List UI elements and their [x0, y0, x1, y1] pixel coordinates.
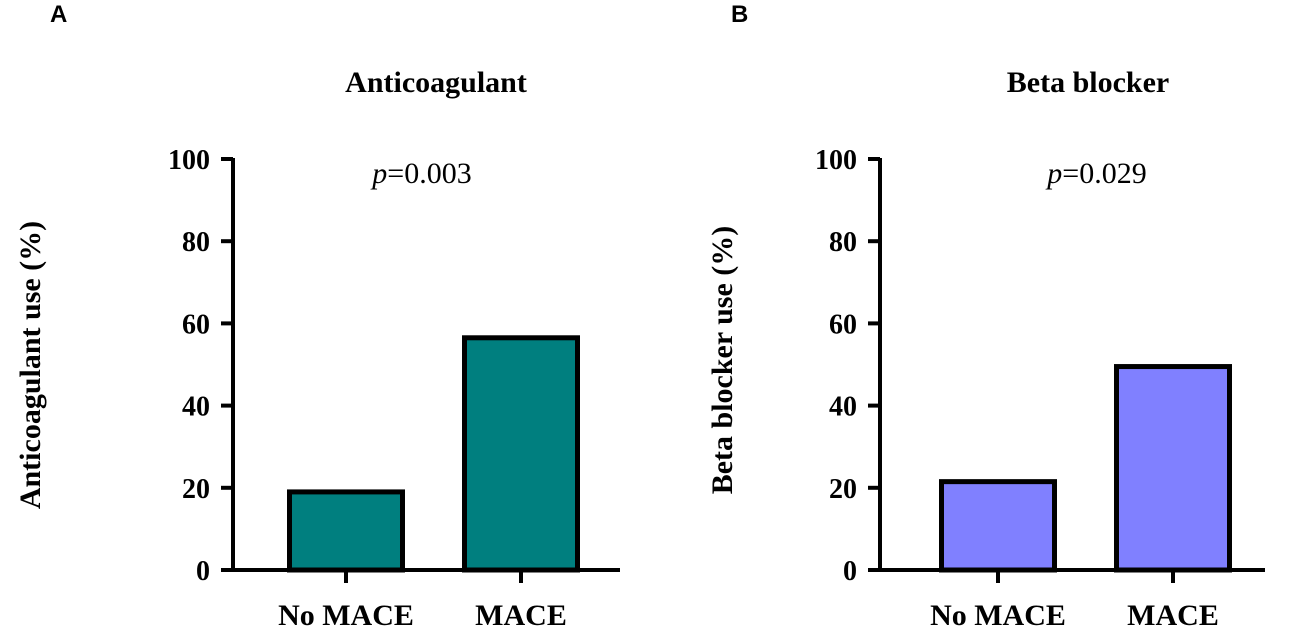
panel-b-y-tick-label: 20	[829, 474, 857, 505]
panel-a-y-tick-label: 20	[182, 474, 210, 505]
panel-b-pvalue-prefix: p	[1045, 157, 1062, 190]
panel-a-y-tick-label: 40	[182, 392, 210, 423]
panel-a-y-tick-label: 80	[182, 227, 210, 258]
panel-b-x-tick-label: No MACE	[930, 599, 1066, 632]
panel-b-y-tick-label: 0	[843, 556, 857, 587]
panel-b-y-tick-label: 40	[829, 392, 857, 423]
panel-b: B Beta blocker Beta blocker use (%) p=0.…	[706, 1, 1265, 632]
panel-a-y-tick-label: 60	[182, 309, 210, 340]
panel-b-y-tick-label: 100	[815, 145, 857, 176]
panel-b-bar-2	[1114, 364, 1232, 573]
panel-a-title: Anticoagulant	[345, 66, 527, 99]
panel-a-pvalue: p=0.003	[370, 157, 471, 190]
panel-a-plot: 0 20 40 60 80 100 No MACE MACE	[168, 145, 620, 632]
panel-b-title: Beta blocker	[1007, 66, 1169, 99]
panel-b-letter: B	[731, 1, 748, 28]
panel-b-y-tick-label: 80	[829, 227, 857, 258]
panel-b-plot: 0 20 40 60 80 100 No MACE MACE	[815, 145, 1265, 632]
panel-b-pvalue-text: =0.029	[1062, 157, 1146, 190]
panel-b-y-tick-label: 60	[829, 309, 857, 340]
panel-b-x-tick-label: MACE	[1127, 599, 1219, 632]
panel-a-pvalue-prefix: p	[370, 157, 387, 190]
panel-a-ylabel: Anticoagulant use (%)	[14, 221, 47, 509]
panel-a-y-tick-label: 0	[196, 556, 210, 587]
panel-a-y-tick-label: 100	[168, 145, 210, 176]
panel-b-pvalue: p=0.029	[1045, 157, 1146, 190]
panel-a-pvalue-text: =0.003	[387, 157, 471, 190]
panel-a-bar-2	[462, 335, 580, 573]
panel-a-x-tick-label: MACE	[475, 599, 567, 632]
panel-a-x-tick-label: No MACE	[278, 599, 414, 632]
panel-b-ylabel: Beta blocker use (%)	[706, 226, 739, 495]
panel-a: A Anticoagulant Anticoagulant use (%) p=…	[14, 1, 620, 632]
panel-b-bar-1	[939, 479, 1057, 573]
panel-a-bar-1	[287, 489, 405, 573]
panel-a-letter: A	[50, 1, 67, 28]
